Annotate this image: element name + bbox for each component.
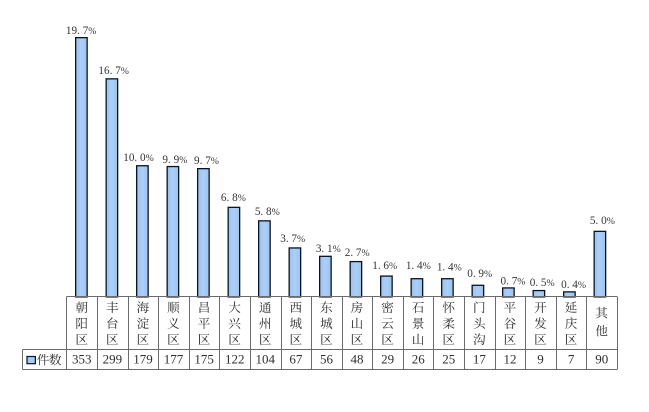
svg-text:179: 179 (133, 351, 153, 366)
svg-text:56: 56 (320, 351, 334, 366)
svg-text:10. 0%: 10. 0% (123, 152, 154, 164)
svg-text:104: 104 (256, 351, 276, 366)
svg-text:67: 67 (289, 351, 303, 366)
svg-text:26: 26 (412, 351, 426, 366)
svg-text:12: 12 (504, 351, 517, 366)
svg-text:90: 90 (595, 351, 608, 366)
svg-text:0. 5%: 0. 5% (530, 277, 555, 289)
svg-text:48: 48 (351, 351, 364, 366)
svg-text:3. 1%: 3. 1% (316, 243, 341, 255)
svg-text:1. 4%: 1. 4% (437, 262, 462, 274)
svg-text:0. 9%: 0. 9% (467, 268, 492, 280)
svg-text:2. 7%: 2. 7% (345, 247, 370, 259)
svg-text:16. 7%: 16. 7% (98, 65, 129, 77)
svg-text:7: 7 (568, 351, 575, 366)
svg-text:6. 8%: 6. 8% (221, 192, 246, 204)
svg-text:9. 7%: 9. 7% (194, 155, 219, 167)
svg-text:5. 8%: 5. 8% (255, 206, 280, 218)
svg-text:177: 177 (164, 351, 184, 366)
svg-text:9: 9 (537, 351, 544, 366)
svg-text:9. 9%: 9. 9% (162, 154, 187, 166)
svg-text:122: 122 (225, 351, 245, 366)
svg-text:299: 299 (103, 351, 123, 366)
svg-text:353: 353 (72, 351, 92, 366)
svg-text:5. 0%: 5. 0% (590, 215, 615, 227)
svg-text:3. 7%: 3. 7% (280, 233, 305, 245)
svg-text:19. 7%: 19. 7% (66, 25, 97, 37)
svg-text:25: 25 (442, 351, 455, 366)
svg-text:0. 4%: 0. 4% (561, 279, 586, 291)
svg-text:1. 4%: 1. 4% (406, 260, 431, 272)
svg-text:17: 17 (473, 351, 487, 366)
svg-text:29: 29 (381, 351, 394, 366)
svg-text:1. 6%: 1. 6% (372, 260, 397, 272)
svg-text:0. 7%: 0. 7% (501, 276, 526, 288)
svg-text:175: 175 (194, 351, 214, 366)
